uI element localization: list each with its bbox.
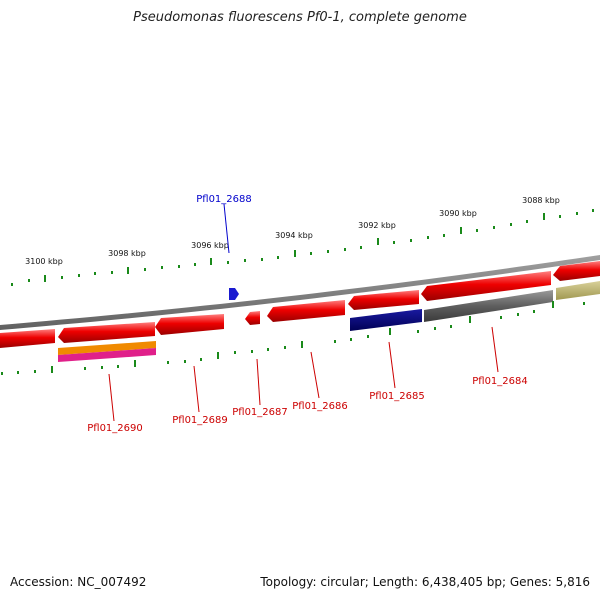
outer-tick-track: 3100 kbp 3098 kbp 3096 kbp 3094 kbp 3092… [11, 196, 594, 286]
gene-label-pfl01-2689[interactable]: Pfl01_2689 [172, 415, 228, 426]
label-leader-lines [108, 326, 499, 422]
gene-pfl01-2690[interactable] [0, 329, 55, 348]
outer-minor-ticks [11, 209, 594, 286]
feature-orange[interactable] [58, 341, 156, 355]
feature-navy[interactable] [350, 309, 422, 331]
gene-pfl01-2689[interactable] [155, 314, 224, 335]
gene-pfl01-2686[interactable] [267, 300, 345, 322]
gene-label-pfl01-2686[interactable]: Pfl01_2686 [292, 401, 348, 412]
genome-info-text: Topology: circular; Length: 6,438,405 bp… [260, 575, 590, 589]
gene-pfl01-2688[interactable] [229, 288, 239, 300]
gene-labels: Pfl01_2690 Pfl01_2689 Pfl01_2687 Pfl01_2… [87, 376, 528, 434]
feature-gray[interactable] [424, 290, 553, 322]
inner-tick-track [1, 301, 585, 375]
genome-backbone [0, 255, 600, 330]
gene-label-pfl01-2690[interactable]: Pfl01_2690 [87, 423, 143, 434]
reverse-strand-genes [0, 261, 600, 348]
tick-label-3100: 3100 kbp [25, 257, 63, 266]
tick-label-3090: 3090 kbp [439, 209, 477, 218]
tick-label-3088: 3088 kbp [522, 196, 560, 205]
tick-label-3094: 3094 kbp [275, 231, 313, 240]
gene-pfl01-2685a[interactable] [348, 290, 419, 310]
gene-label-pfl01-2684[interactable]: Pfl01_2684 [472, 376, 528, 387]
tick-label-3092: 3092 kbp [358, 221, 396, 230]
gene-label-pfl01-2685[interactable]: Pfl01_2685 [369, 391, 425, 402]
tick-label-3098: 3098 kbp [108, 249, 146, 258]
tick-label-3096: 3096 kbp [191, 241, 229, 250]
gene-label-pfl01-2688[interactable]: Pfl01_2688 [196, 194, 252, 205]
gene-pfl01-2687[interactable] [245, 311, 260, 325]
gene-pfl01-2684[interactable] [553, 261, 600, 281]
gene-pfl01-2690b[interactable] [58, 322, 155, 343]
gene-label-pfl01-2687[interactable]: Pfl01_2687 [232, 407, 288, 418]
label-line-2688 [223, 203, 230, 254]
accession-text: Accession: NC_007492 [10, 575, 147, 589]
outer-major-ticks [44, 213, 545, 282]
map-title: Pseudomonas fluorescens Pf0-1, complete … [133, 10, 467, 25]
feature-pink[interactable] [58, 348, 156, 362]
gene-pfl01-2685b[interactable] [421, 271, 551, 301]
feature-khaki[interactable] [556, 281, 600, 300]
